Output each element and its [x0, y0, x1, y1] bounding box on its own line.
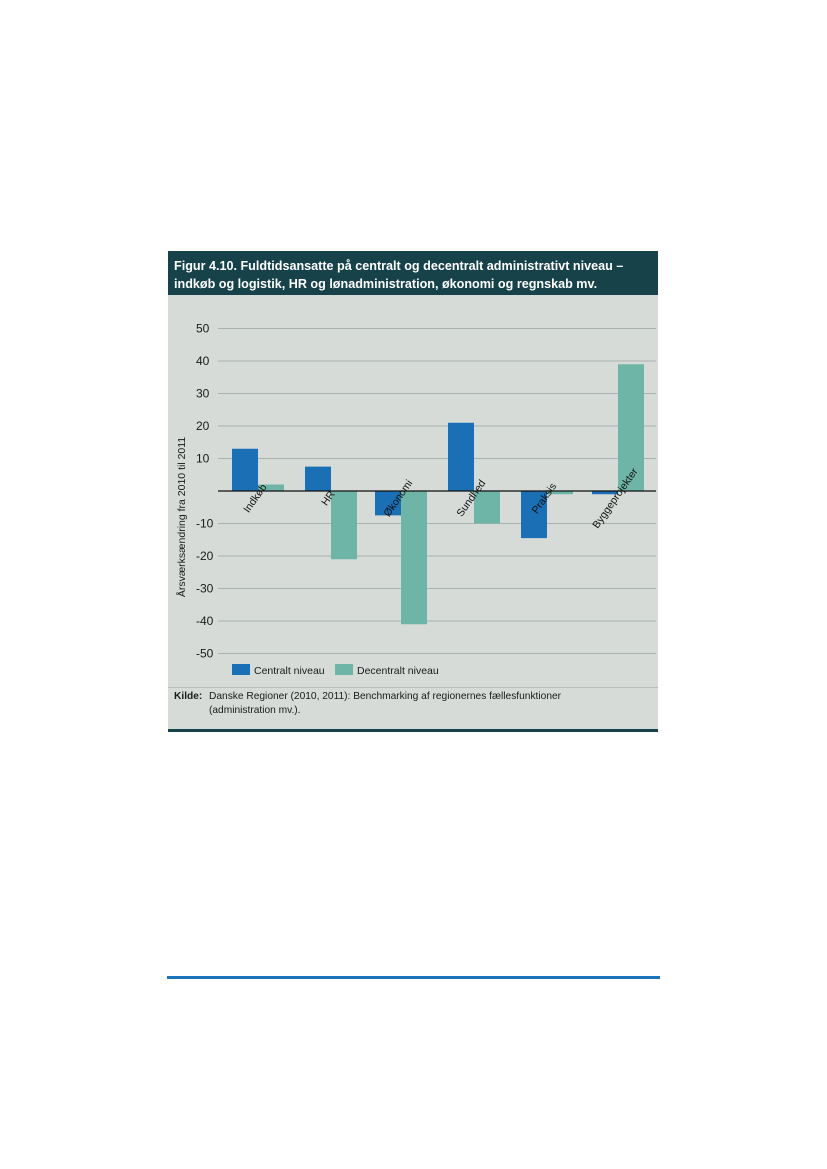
category-label-group: Byggeprojekter — [590, 466, 641, 531]
bar-centralt — [448, 422, 474, 491]
legend-label: Decentralt niveau — [357, 665, 439, 677]
figure-title: Figur 4.10. Fuldtidsansatte på centralt … — [168, 251, 658, 295]
category-label: Byggeprojekter — [590, 466, 641, 531]
bar-centralt — [521, 491, 547, 539]
source-note: Kilde: Danske Regioner (2010, 2011): Ben… — [168, 687, 658, 720]
bar-centralt — [305, 466, 331, 491]
bar-decentralt — [331, 491, 357, 560]
source-line-2: (administration mv.). — [209, 705, 301, 716]
y-tick-labels: 50 40 30 20 10 -10 -20 -30 -40 -50 — [196, 322, 214, 661]
bars — [232, 364, 644, 625]
figure-title-line-2: indkøb og logistik, HR og lønadministrat… — [174, 276, 598, 291]
legend-label: Centralt niveau — [254, 665, 325, 677]
y-tick-label: 50 — [196, 322, 210, 336]
figure-title-line-1: Figur 4.10. Fuldtidsansatte på centralt … — [174, 259, 624, 273]
legend-swatch — [335, 664, 353, 675]
y-tick-label: -40 — [196, 614, 214, 628]
y-axis-label: Årsværksændring fra 2010 til 2011 — [175, 437, 188, 597]
category-labels: Indkøb HR Økonomi Sundhed Praksis Byggeprojek… — [241, 466, 641, 531]
y-tick-label: 20 — [196, 419, 210, 433]
bar-centralt — [375, 491, 401, 516]
source-label: Kilde: — [174, 691, 203, 702]
y-tick-label: -30 — [196, 582, 214, 596]
bar-decentralt — [547, 491, 573, 495]
gridlines — [218, 328, 656, 654]
y-tick-label: -10 — [196, 517, 214, 531]
y-tick-label: 10 — [196, 452, 210, 466]
y-tick-label: 30 — [196, 387, 210, 401]
footer-rule — [167, 976, 660, 979]
bar-centralt — [232, 448, 258, 491]
y-tick-label: -20 — [196, 549, 214, 563]
bar-chart: Indkøb HR Økonomi Sundhed Praksis Byggeprojek… — [175, 322, 656, 677]
source-line-1: Danske Regioner (2010, 2011): Benchmarki… — [209, 691, 562, 702]
bar-decentralt — [258, 484, 284, 491]
y-tick-label: 40 — [196, 354, 210, 368]
legend-swatch — [232, 664, 250, 675]
y-tick-label: -50 — [196, 647, 214, 661]
bar-decentralt — [401, 491, 427, 625]
bar-decentralt — [474, 491, 500, 524]
bar-centralt — [592, 491, 618, 495]
bar-decentralt — [618, 364, 644, 491]
legend: Centralt niveau Decentralt niveau — [232, 664, 439, 677]
figure-box: Figur 4.10. Fuldtidsansatte på centralt … — [168, 251, 658, 732]
